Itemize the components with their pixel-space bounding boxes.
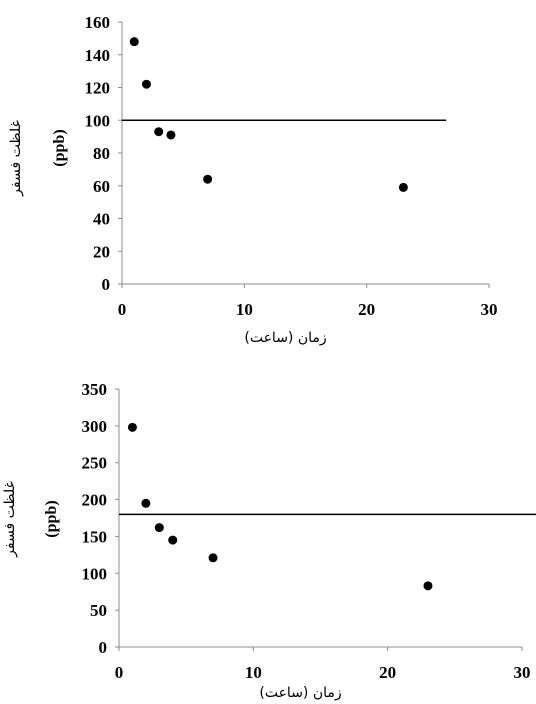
- data-point: [129, 37, 139, 47]
- y-axis-title: غلظت فسفر: [2, 481, 18, 558]
- data-point: [154, 523, 164, 533]
- data-point: [203, 174, 213, 184]
- data-point: [423, 581, 433, 591]
- chart-bottom: 0 50 100 150 200 250 300 350 0 10 20 30 غلظت فسفر (pp…: [2, 380, 536, 701]
- x-axis-title: زمان (ساعت): [259, 685, 341, 701]
- y-tick-label: 100: [82, 564, 108, 583]
- y-tick-label: 20: [93, 242, 110, 261]
- x-tick-label: 0: [115, 663, 124, 682]
- y-tick-label: 350: [82, 380, 108, 399]
- data-point: [208, 553, 218, 563]
- y-tick-label: 100: [85, 111, 111, 130]
- data-point: [168, 535, 178, 545]
- y-tick-label: 200: [82, 491, 108, 510]
- y-tick-label: 120: [85, 79, 111, 98]
- y-axis-title: غلظت فسفر: [8, 120, 24, 197]
- y-tick-label: 140: [85, 46, 111, 65]
- x-axis-title: زمان (ساعت): [244, 330, 326, 346]
- x-tick-label: 0: [118, 300, 127, 319]
- y-tick-label: 0: [102, 275, 111, 294]
- data-point: [141, 498, 151, 508]
- x-tick-label: 10: [236, 300, 253, 319]
- y-tick-label: 150: [82, 527, 108, 546]
- x-tick-label: 20: [379, 663, 396, 682]
- data-point: [141, 79, 151, 89]
- y-tick-label: 50: [90, 601, 107, 620]
- y-tick-label: 0: [99, 638, 108, 657]
- y-tick-label: 40: [93, 210, 110, 229]
- y-axis-unit: (ppb): [43, 500, 60, 537]
- x-tick-label: 10: [245, 663, 262, 682]
- data-point: [127, 422, 137, 432]
- x-tick-label: 30: [514, 663, 531, 682]
- data-point: [166, 130, 176, 140]
- y-tick-label: 160: [85, 13, 111, 32]
- y-tick-label: 250: [82, 454, 108, 473]
- y-tick-label: 80: [93, 144, 110, 163]
- x-tick-label: 30: [481, 300, 498, 319]
- x-tick-label: 20: [358, 300, 375, 319]
- y-tick-label: 300: [82, 417, 108, 436]
- y-tick-label: 60: [93, 177, 110, 196]
- chart-top: 0 20 40 60 80 100 120 140 160 0 10 20 30 غلظت فسفر (pp…: [8, 13, 498, 346]
- data-point: [154, 127, 164, 137]
- data-point: [398, 182, 408, 192]
- y-axis-unit: (ppb): [51, 129, 68, 166]
